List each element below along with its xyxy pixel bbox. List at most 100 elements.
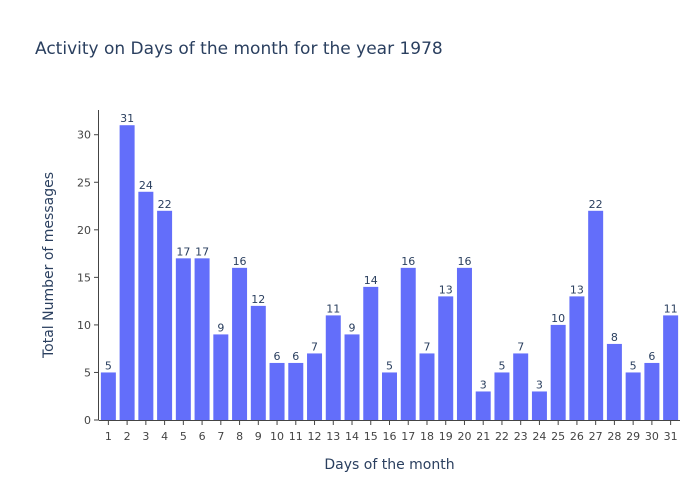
- data-label-day-14: 9: [349, 321, 356, 334]
- x-tick-label-24: 24: [532, 430, 546, 443]
- data-label-day-20: 16: [457, 255, 471, 268]
- x-tick-label-17: 17: [401, 430, 415, 443]
- data-label-day-1: 5: [105, 359, 112, 372]
- bar-day-29: [625, 372, 641, 420]
- bar-day-26: [569, 296, 585, 420]
- data-label-day-30: 6: [648, 350, 655, 363]
- data-label-day-4: 22: [158, 198, 172, 211]
- data-label-day-21: 3: [480, 378, 487, 391]
- data-label-day-31: 11: [664, 302, 678, 315]
- bar-day-23: [513, 353, 529, 420]
- y-tick-label-0: 0: [84, 414, 91, 427]
- x-tick-label-14: 14: [345, 430, 359, 443]
- y-axis: 0 5 10 15 20 25 30: [77, 110, 99, 427]
- x-tick-label-16: 16: [383, 430, 397, 443]
- data-label-day-29: 5: [630, 359, 637, 372]
- data-label-day-13: 11: [326, 302, 340, 315]
- x-tick-label-11: 11: [289, 430, 303, 443]
- x-tick-label-6: 6: [199, 430, 206, 443]
- bar-day-22: [494, 372, 510, 420]
- x-tick-label-29: 29: [626, 430, 640, 443]
- x-tick-label-10: 10: [270, 430, 284, 443]
- data-label-day-12: 7: [311, 340, 318, 353]
- x-tick-label-8: 8: [236, 430, 243, 443]
- data-label-day-9: 12: [251, 293, 265, 306]
- data-label-day-6: 17: [195, 245, 209, 258]
- x-tick-label-19: 19: [439, 430, 453, 443]
- x-tick-label-30: 30: [645, 430, 659, 443]
- y-tick-label-5: 5: [84, 366, 91, 379]
- y-tick-label-10: 10: [77, 319, 91, 332]
- data-label-day-3: 24: [139, 179, 153, 192]
- x-tick-label-13: 13: [326, 430, 340, 443]
- x-tick-label-2: 2: [124, 430, 131, 443]
- bar-day-10: [269, 362, 285, 420]
- x-tick-label-3: 3: [142, 430, 149, 443]
- x-tick-label-26: 26: [570, 430, 584, 443]
- data-label-day-23: 7: [517, 340, 524, 353]
- x-tick-label-9: 9: [255, 430, 262, 443]
- bar-day-20: [456, 267, 472, 420]
- data-label-day-2: 31: [120, 112, 134, 125]
- bar-day-30: [644, 362, 660, 420]
- y-tick-label-30: 30: [77, 129, 91, 142]
- x-axis-title: Days of the month: [324, 457, 454, 473]
- bar-day-21: [475, 391, 491, 420]
- bar-day-18: [419, 353, 435, 420]
- bar-day-6: [194, 258, 210, 420]
- data-label-day-11: 6: [292, 350, 299, 363]
- bar-day-3: [138, 191, 154, 420]
- x-tick-label-15: 15: [364, 430, 378, 443]
- x-tick-label-22: 22: [495, 430, 509, 443]
- bar-day-27: [588, 210, 604, 420]
- bar-day-25: [550, 324, 566, 420]
- x-tick-label-4: 4: [161, 430, 168, 443]
- x-tick-label-27: 27: [589, 430, 603, 443]
- bar-day-8: [232, 267, 248, 420]
- bar-day-17: [400, 267, 416, 420]
- bar-day-11: [288, 362, 304, 420]
- data-label-day-24: 3: [536, 378, 543, 391]
- data-label-day-15: 14: [364, 274, 378, 287]
- data-label-day-16: 5: [386, 359, 393, 372]
- x-tick-label-25: 25: [551, 430, 565, 443]
- x-tick-label-23: 23: [514, 430, 528, 443]
- bar-day-2: [119, 125, 135, 420]
- bar-day-19: [438, 296, 454, 420]
- x-tick-label-5: 5: [180, 430, 187, 443]
- x-tick-label-18: 18: [420, 430, 434, 443]
- bar-day-7: [213, 334, 229, 420]
- bar-day-24: [531, 391, 547, 420]
- x-tick-label-1: 1: [105, 430, 112, 443]
- data-label-day-17: 16: [401, 255, 415, 268]
- data-label-day-19: 13: [439, 283, 453, 296]
- x-tick-label-7: 7: [217, 430, 224, 443]
- data-label-day-8: 16: [233, 255, 247, 268]
- x-tick-label-12: 12: [308, 430, 322, 443]
- x-tick-label-28: 28: [607, 430, 621, 443]
- data-label-day-5: 17: [176, 245, 190, 258]
- x-tick-label-20: 20: [457, 430, 471, 443]
- y-tick-label-15: 15: [77, 271, 91, 284]
- data-label-day-28: 8: [611, 331, 618, 344]
- x-axis: 1 2 3 4 5 6 7 8 9 10 11 12 13 14 15 16 17 18 19 20 21 22 23 24 2…: [99, 420, 680, 443]
- bar-day-28: [606, 343, 622, 420]
- bar-day-1: [100, 372, 116, 420]
- bar-day-5: [175, 258, 191, 420]
- x-tick-label-21: 21: [476, 430, 490, 443]
- bar-day-9: [250, 305, 266, 420]
- data-label-day-7: 9: [217, 321, 224, 334]
- chart-title: Activity on Days of the month for the ye…: [35, 39, 443, 59]
- bar-day-12: [307, 353, 323, 420]
- bar-day-4: [157, 210, 173, 420]
- data-label-day-18: 7: [423, 340, 430, 353]
- y-tick-label-20: 20: [77, 224, 91, 237]
- bar-day-13: [325, 315, 341, 420]
- bar-day-16: [382, 372, 397, 420]
- bar-day-15: [363, 286, 379, 420]
- bars-layer: [100, 125, 679, 420]
- data-label-day-26: 13: [570, 283, 584, 296]
